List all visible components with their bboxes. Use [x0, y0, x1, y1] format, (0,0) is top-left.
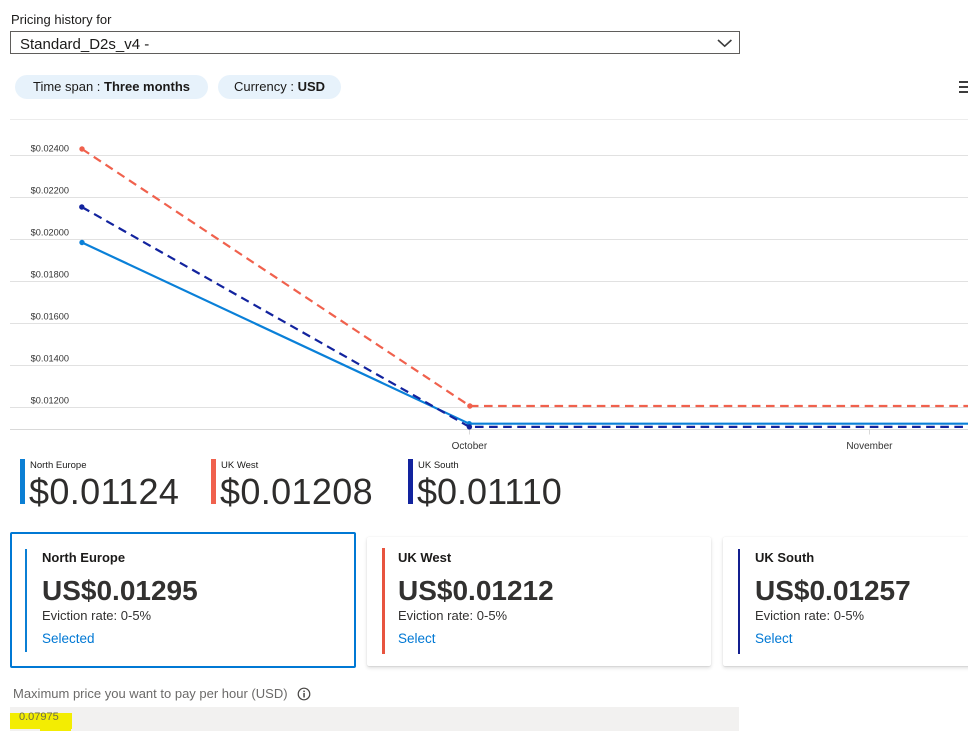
svg-text:$0.01600: $0.01600 — [31, 311, 69, 321]
svg-text:November: November — [846, 441, 893, 452]
svg-text:$0.01800: $0.01800 — [31, 269, 69, 279]
svg-text:$0.02400: $0.02400 — [31, 143, 69, 153]
svg-text:$0.01200: $0.01200 — [31, 395, 69, 405]
svg-text:$0.02000: $0.02000 — [31, 227, 69, 237]
svg-text:October: October — [452, 441, 488, 452]
svg-text:$0.01400: $0.01400 — [31, 353, 69, 363]
svg-text:$0.02200: $0.02200 — [31, 185, 69, 195]
